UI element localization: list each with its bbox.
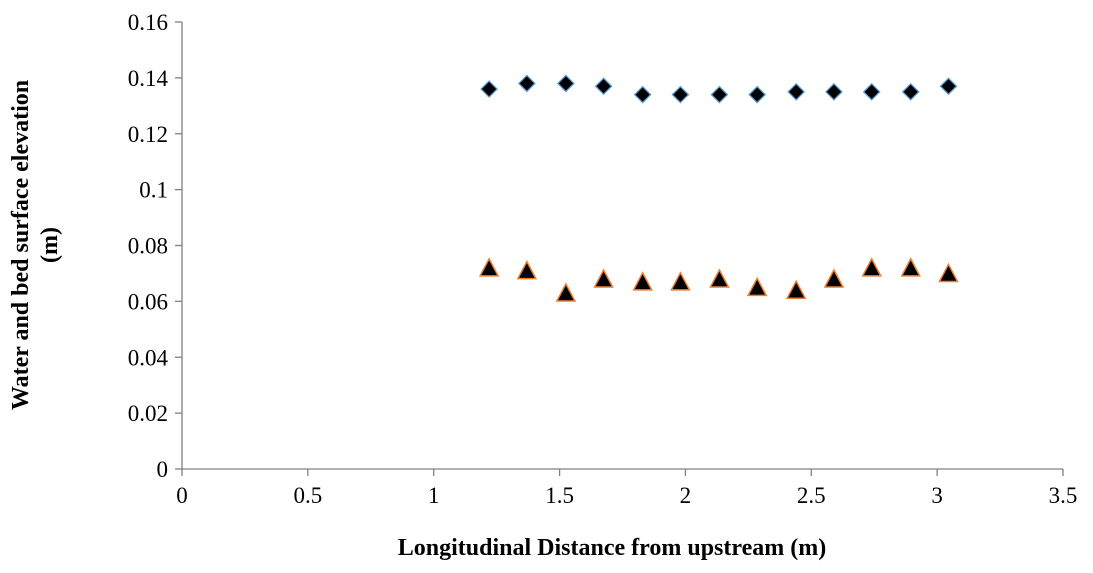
diamond-point <box>594 77 613 96</box>
diamond-point <box>787 82 806 101</box>
triangle-point <box>670 271 691 291</box>
x-tick-label: 0 <box>176 483 188 508</box>
x-tick-label: 2.5 <box>797 483 826 508</box>
triangle-point <box>593 268 614 288</box>
x-axis-title: Longitudinal Distance from upstream (m) <box>398 535 826 561</box>
triangle-point <box>516 260 538 280</box>
y-axis-title-line1: Water and bed surface elevation <box>8 80 34 410</box>
diamond-point <box>862 82 881 101</box>
triangle-point <box>478 257 500 277</box>
y-tick-label: 0.12 <box>128 122 168 147</box>
y-tick-label: 0.14 <box>128 66 169 91</box>
x-tick-label: 3.5 <box>1049 483 1078 508</box>
x-tick-label: 0.5 <box>293 483 322 508</box>
diamond-point <box>671 85 690 104</box>
y-tick-label: 0.08 <box>128 234 168 259</box>
x-tick-label: 3 <box>931 483 943 508</box>
diamond-point <box>710 85 729 104</box>
y-tick-label: 0.1 <box>139 178 168 203</box>
diamond-point <box>939 77 958 96</box>
x-tick-label: 1 <box>428 483 440 508</box>
y-tick-label: 0.02 <box>128 401 168 426</box>
diamond-point <box>517 74 536 93</box>
diamond-point <box>633 85 652 104</box>
y-tick-label: 0.06 <box>128 289 168 314</box>
triangle-point <box>938 262 959 283</box>
y-tick-label: 0 <box>157 457 169 482</box>
triangle-point <box>632 271 653 291</box>
plot-area: 0 0.02 0.04 0.06 0.08 0.1 0.12 0.14 0.16 0 0.5 1 1.5… <box>128 10 1078 508</box>
triangle-point <box>861 257 882 277</box>
y-tick-label: 0.16 <box>128 10 168 35</box>
triangle-point <box>555 282 577 302</box>
diamond-point <box>556 74 575 93</box>
diamond-point <box>748 85 767 104</box>
triangle-point <box>709 268 730 288</box>
triangle-point <box>900 257 921 277</box>
triangle-point <box>746 276 768 297</box>
diamond-point <box>825 82 843 101</box>
x-tick-label: 2 <box>680 483 692 508</box>
x-tick-label: 1.5 <box>545 483 574 508</box>
diamond-point <box>480 80 499 98</box>
y-axis-title-line2: (m) <box>37 227 63 263</box>
triangle-point <box>823 268 845 288</box>
y-axis-title: Water and bed surface elevation (m) <box>8 80 63 410</box>
y-tick-label: 0.04 <box>128 345 169 370</box>
triangle-point <box>785 279 807 299</box>
diamond-point <box>901 82 920 101</box>
